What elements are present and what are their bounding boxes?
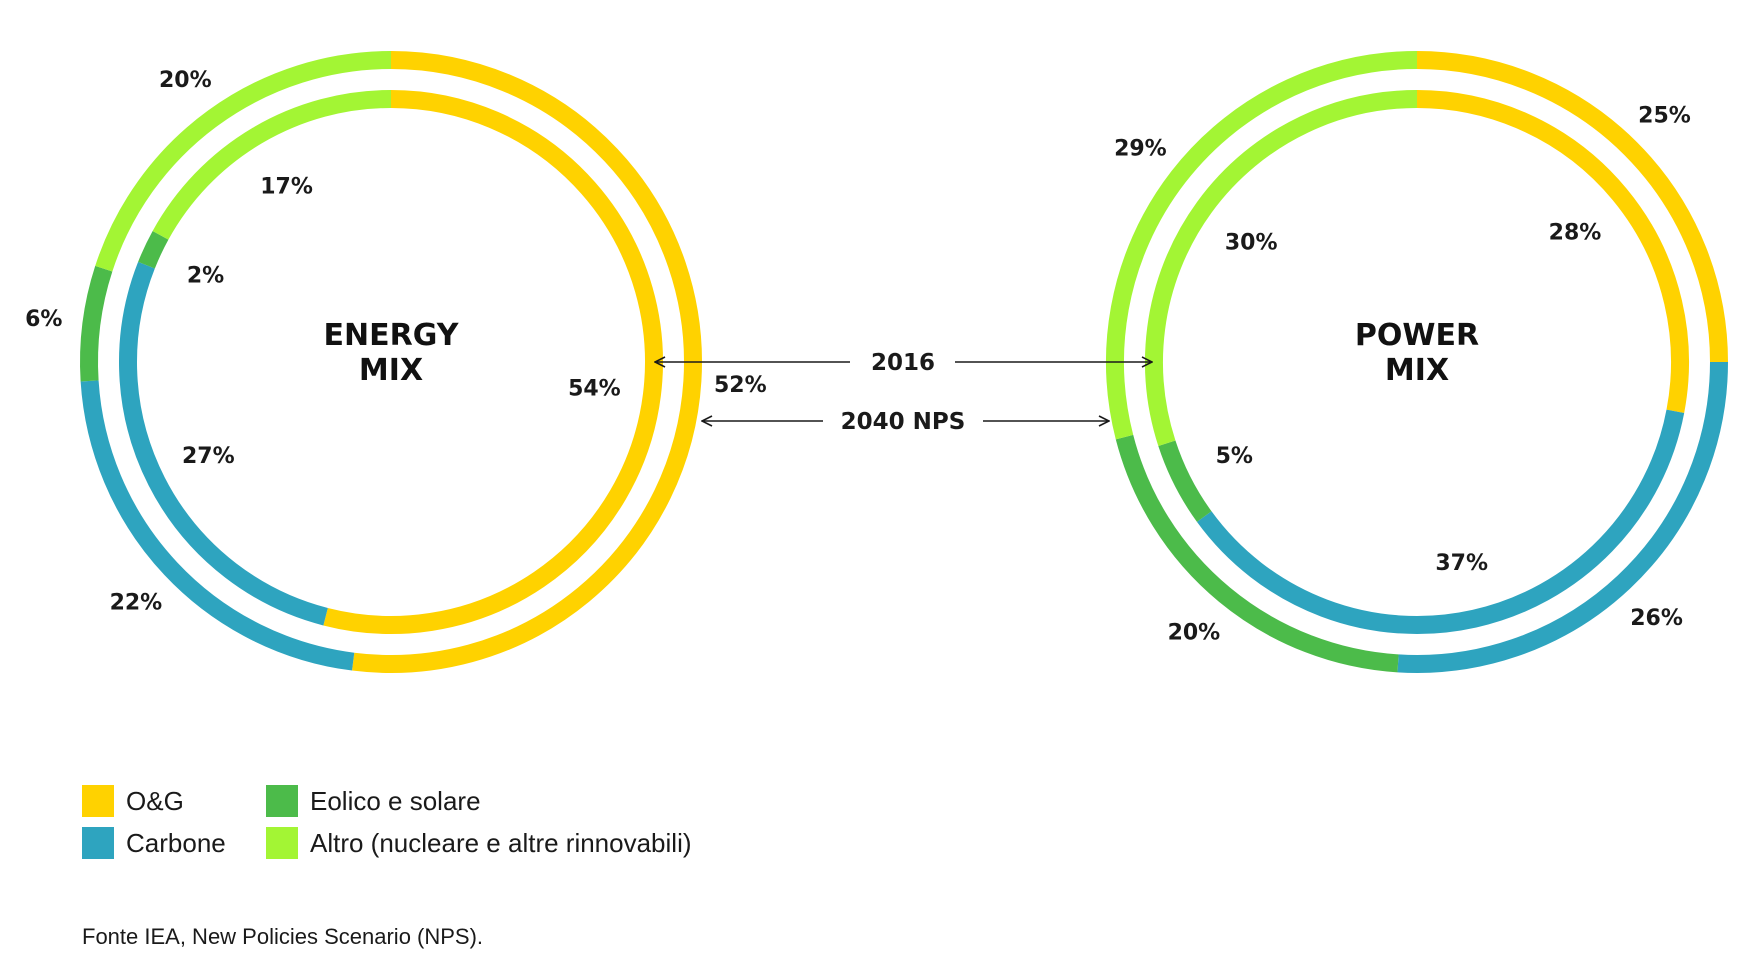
power-mix-outer-label-carbone: 26% [1630, 606, 1683, 631]
source-note: Fonte IEA, New Policies Scenario (NPS). [82, 924, 484, 949]
legend: O&G Carbone Eolico e solare Altro (nucle… [82, 785, 692, 859]
power-mix-outer-ring-carbone-segment [1397, 361, 1728, 673]
arrow-2016: 2016 [655, 350, 1152, 376]
power-mix-outer-label-eolico-e-solare: 20% [1168, 621, 1221, 646]
power-mix-inner-ring-eolico-e-solare-segment [1158, 440, 1212, 522]
power-mix-outer-label-o-g: 25% [1638, 104, 1691, 129]
energy-mix-outer-ring-o-g-segment [352, 51, 702, 673]
energy-mix-outer-ring-altro-nucleare-e-altre-rinnovabili-segment [95, 51, 392, 272]
arrow-label-2016: 2016 [871, 350, 935, 376]
energy-mix-outer-label-eolico-e-solare: 6% [25, 307, 62, 332]
power-mix-title-line1: POWER [1355, 318, 1479, 353]
energy-mix-outer-ring-eolico-e-solare-segment [80, 265, 113, 382]
energy-mix-inner-label-o-g: 54% [568, 377, 621, 402]
arrow-label-2040-nps: 2040 NPS [841, 409, 966, 435]
power-mix-inner-ring-altro-nucleare-e-altre-rinnovabili-segment [1145, 90, 1418, 447]
legend-label-carbone: Carbone [126, 828, 226, 858]
energy-mix-title-line1: ENERGY [324, 318, 460, 353]
energy-mix-inner-label-altro-nucleare-e-altre-rinnovabili: 17% [260, 175, 313, 200]
energy-mix-inner-ring-altro-nucleare-e-altre-rinnovabili-segment [152, 90, 392, 240]
power-mix-inner-ring-o-g-segment [1416, 90, 1689, 413]
energy-mix-inner-ring-o-g-segment [323, 90, 663, 634]
power-mix-outer-ring-o-g-segment [1416, 51, 1728, 363]
power-mix-inner-ring-carbone-segment [1196, 409, 1685, 634]
power-mix-outer-ring-altro-nucleare-e-altre-rinnovabili-segment [1106, 51, 1418, 440]
energy-mix-inner-ring-eolico-e-solare-segment [138, 230, 169, 269]
power-mix-outer-ring-eolico-e-solare-segment [1115, 434, 1399, 673]
legend-swatch-eolico-solare [266, 785, 298, 817]
power-mix-title-line2: MIX [1385, 353, 1449, 388]
legend-swatch-altro [266, 827, 298, 859]
power-mix-inner-label-o-g: 28% [1549, 220, 1602, 245]
energy-mix-inner-label-eolico-e-solare: 2% [187, 264, 224, 289]
legend-swatch-carbone [82, 827, 114, 859]
energy-mix-outer-label-carbone: 22% [110, 591, 163, 616]
energy-mix-outer-label-altro-nucleare-e-altre-rinnovabili: 20% [159, 68, 212, 93]
donut-rings [80, 51, 1728, 673]
percentage-labels: 54% 27% 2% 17% 52% 22% 6% 20% 28% 37% 5% 30% 25% 26% 2… [25, 68, 1691, 646]
power-mix-outer-label-altro-nucleare-e-altre-rinnovabili: 29% [1114, 137, 1167, 162]
power-mix-inner-label-altro-nucleare-e-altre-rinnovabili: 30% [1225, 231, 1278, 256]
energy-mix-outer-label-o-g: 52% [714, 373, 767, 398]
power-mix-inner-label-eolico-e-solare: 5% [1216, 444, 1253, 469]
arrow-2040-nps: 2040 NPS [702, 409, 1109, 435]
energy-mix-title-line2: MIX [359, 353, 423, 388]
energy-mix-inner-label-carbone: 27% [182, 444, 235, 469]
power-mix-inner-label-carbone: 37% [1435, 551, 1488, 576]
legend-swatch-og [82, 785, 114, 817]
energy-mix-inner-ring-carbone-segment [119, 261, 328, 626]
legend-label-eolico-solare: Eolico e solare [310, 786, 481, 816]
legend-label-altro: Altro (nucleare e altre rinnovabili) [310, 828, 692, 858]
legend-label-og: O&G [126, 786, 184, 816]
energy-mix-outer-ring-carbone-segment [80, 380, 355, 671]
